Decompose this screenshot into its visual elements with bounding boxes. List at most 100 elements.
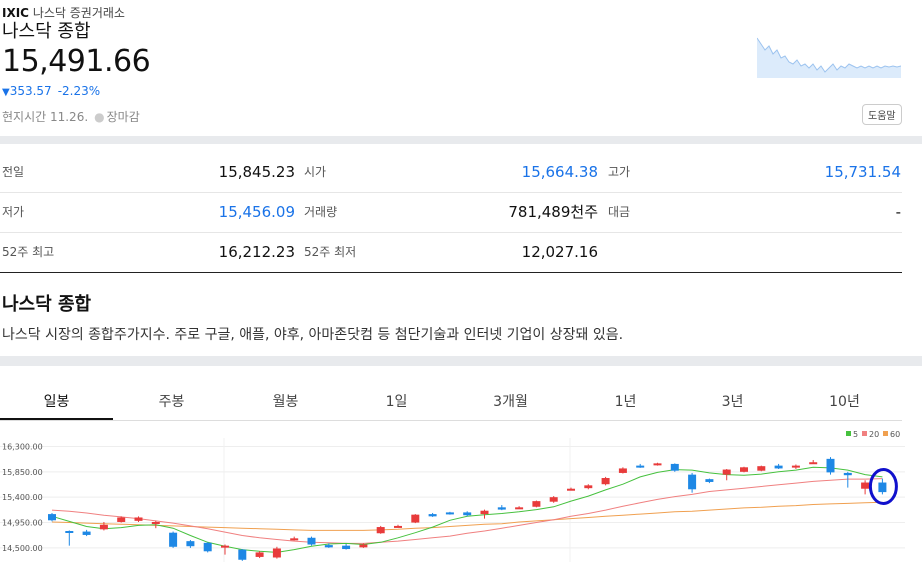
candle-body — [584, 485, 593, 489]
description-text: 나스닥 시장의 종합주가지수. 주로 구글, 애플, 야후, 아마존닷컴 등 첨… — [2, 327, 624, 343]
candle-body — [722, 469, 731, 475]
highlight-circle — [868, 467, 898, 505]
candle-body — [463, 512, 472, 516]
candle-body — [705, 479, 714, 482]
symbol-line: IXIC 나스닥 증권거래소 — [2, 4, 125, 21]
candlestick-chart[interactable]: 16,300.00 15,850.00 15,400.00 14,950.00 14,5… — [0, 426, 922, 565]
candle-body — [203, 542, 212, 552]
section-divider — [0, 136, 922, 144]
candle-body — [480, 510, 489, 515]
change-percent: -2.23% — [57, 84, 101, 98]
stat-label-volume: 거래량 — [304, 205, 338, 219]
y-tick-label: 16,300.00 — [2, 442, 43, 451]
quote-header: IXIC 나스닥 증권거래소 나스닥 종합 15,491.66 ▼353.57-… — [0, 0, 922, 136]
candle-body — [48, 514, 56, 521]
candle-body — [618, 468, 627, 473]
time-status: 현지시간 11.26. ● 장마감 — [2, 108, 140, 125]
candle-body — [117, 517, 126, 522]
candle-body — [791, 465, 800, 468]
section-divider — [0, 356, 922, 366]
candle-body — [549, 497, 558, 502]
help-button[interactable]: 도움말 — [862, 104, 902, 125]
candle-body — [601, 478, 610, 485]
change-value: 353.57 — [9, 84, 52, 98]
candle-body — [515, 507, 524, 510]
candle-body — [532, 501, 541, 507]
stat-value-high: 15,731.54 — [824, 163, 901, 181]
candle-body — [272, 548, 281, 558]
y-tick-label: 14,500.00 — [2, 544, 43, 553]
candle-body — [497, 507, 506, 510]
candle-body — [670, 463, 679, 471]
tab-daily[interactable]: 일봉 — [0, 384, 113, 420]
candle-body — [809, 462, 818, 465]
market-status: 장마감 — [106, 110, 140, 124]
description-title: 나스닥 종합 — [2, 294, 92, 315]
y-tick-label: 15,850.00 — [2, 468, 43, 477]
candle-body — [169, 532, 178, 547]
y-tick-label: 14,950.00 — [2, 519, 43, 528]
candle-body — [65, 531, 74, 533]
stat-label-low: 저가 — [2, 205, 25, 219]
index-name: 나스닥 종합 — [2, 21, 91, 42]
legend-swatch-ma5 — [846, 431, 851, 436]
stats-row: 52주 최고 16,212.23 52주 최저 12,027.16 — [0, 232, 902, 273]
tab-10-year[interactable]: 10년 — [829, 394, 860, 410]
time-label: 현지시간 11.26. — [2, 110, 89, 124]
tab-weekly[interactable]: 주봉 — [158, 394, 185, 410]
tab-3-year[interactable]: 3년 — [721, 394, 744, 410]
candle-body — [428, 514, 437, 517]
candle-body — [134, 517, 143, 521]
candle-body — [82, 531, 91, 535]
ma20-line — [51, 478, 883, 544]
stat-value-volume: 781,489천주 — [508, 203, 598, 221]
candle-body — [376, 527, 385, 534]
candle-body — [255, 552, 264, 557]
legend-swatch-ma60 — [883, 431, 888, 436]
tab-1-day[interactable]: 1일 — [385, 394, 408, 410]
dot-icon: ● — [94, 110, 105, 124]
candle-body — [99, 524, 108, 530]
candle-body — [221, 545, 229, 548]
candle-body — [307, 537, 316, 545]
tab-1-year[interactable]: 1년 — [614, 394, 637, 410]
candle-body — [636, 465, 645, 468]
current-price: 15,491.66 — [2, 44, 151, 79]
chart-period-tabs: 일봉 주봉 월봉 1일 3개월 1년 3년 10년 — [0, 384, 902, 421]
intraday-sparkline — [757, 37, 901, 78]
stat-label-prev-close: 전일 — [2, 165, 25, 179]
legend-label-ma5: 5 — [853, 430, 858, 439]
stat-value-52w-low: 12,027.16 — [521, 243, 598, 261]
y-tick-label: 15,400.00 — [2, 493, 43, 502]
legend-swatch-ma20 — [862, 431, 867, 436]
tab-3-month[interactable]: 3개월 — [493, 394, 528, 410]
candle-body — [843, 472, 852, 476]
legend-label-ma60: 60 — [890, 430, 900, 439]
stats-row: 전일 15,845.23 시가 15,664.38 고가 15,731.54 — [0, 152, 902, 193]
stat-value-open: 15,664.38 — [521, 163, 598, 181]
ticker-symbol: IXIC — [2, 6, 29, 20]
stat-value-prev-close: 15,845.23 — [218, 163, 295, 181]
stat-value-amount: - — [895, 203, 901, 221]
stat-label-open: 시가 — [304, 165, 327, 179]
candle-body — [394, 525, 402, 528]
price-change: ▼353.57 -2.23% — [2, 84, 100, 98]
candle-body — [774, 465, 783, 469]
candle-body — [186, 541, 195, 547]
candle-body — [688, 474, 697, 490]
candle-body — [757, 466, 766, 471]
stat-label-amount: 대금 — [608, 205, 631, 219]
candle-body — [151, 521, 160, 524]
triangle-down-icon: ▼ — [2, 87, 10, 98]
stat-label-52w-high: 52주 최고 — [2, 245, 55, 259]
stat-value-low: 15,456.09 — [218, 203, 295, 221]
candle-body — [324, 545, 333, 548]
candle-body — [445, 512, 454, 515]
candle-body — [342, 545, 351, 550]
stat-label-high: 고가 — [608, 165, 631, 179]
candle-body — [567, 488, 575, 491]
candle-body — [826, 458, 835, 473]
candle-body — [861, 482, 870, 489]
tab-monthly[interactable]: 월봉 — [272, 394, 299, 410]
candle-body — [290, 538, 299, 541]
